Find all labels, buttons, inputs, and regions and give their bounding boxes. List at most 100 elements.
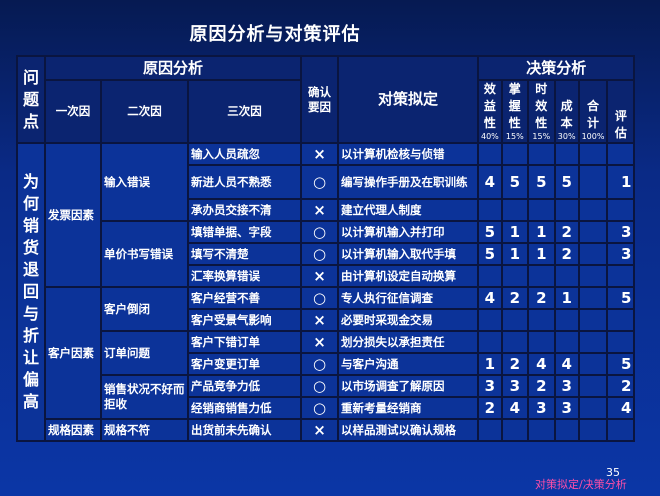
score-evaluation: 1: [606, 164, 636, 200]
score-evaluation: [606, 308, 636, 332]
score-total: [577, 418, 609, 442]
header-primary: 一次因: [44, 79, 102, 144]
criterion-weight: 40%: [481, 132, 499, 141]
tertiary-cause: 新进人员不熟悉: [187, 164, 302, 200]
criterion-label: 合计: [586, 99, 599, 130]
header-criterion-4: 合计 100%: [577, 79, 609, 144]
score-timeliness: 5: [526, 164, 556, 200]
confirmed-circle-icon: ○: [300, 242, 339, 266]
rejected-x-icon: ×: [300, 142, 339, 166]
primary-cause: 客户因素: [44, 286, 102, 420]
header-decision-analysis: 决策分析: [476, 55, 636, 81]
table-row: 为何销货退回与折让偏高 发票因素 输入错误 输入人员疏忽 × 以计算机检核与侦错: [16, 142, 636, 442]
rejected-x-icon: ×: [300, 264, 339, 288]
score-evaluation: 2: [606, 374, 636, 398]
header-confirm: 确认要因: [300, 55, 339, 144]
rejected-x-icon: ×: [300, 198, 339, 222]
score-cost: 3: [553, 396, 580, 420]
score-total: [577, 374, 609, 398]
score-efficacy: [477, 330, 503, 354]
table-row: 经销商销售力低 ○ 重新考量经销商 2 4 3 3 4: [17, 396, 636, 420]
slide-title: 原因分析与对策评估: [189, 24, 361, 45]
score-efficacy: [477, 198, 503, 222]
score-cost: 1: [553, 286, 580, 310]
countermeasure: 与客户沟通: [337, 352, 479, 376]
score-mastery: 2: [500, 286, 529, 310]
score-mastery: 4: [500, 396, 529, 420]
score-evaluation: [606, 142, 636, 166]
score-timeliness: 4: [526, 352, 556, 376]
score-timeliness: 2: [526, 286, 556, 310]
confirmed-circle-icon: ○: [300, 396, 339, 420]
tertiary-cause: 客户受景气影响: [187, 308, 302, 332]
score-timeliness: [526, 308, 556, 332]
score-total: [577, 352, 609, 376]
analysis-table: 问题点 原因分析 确认要因 对策拟定 决策分析 一次因 二次因 三次因 效益性 4…: [16, 55, 636, 442]
tertiary-cause: 汇率换算错误: [187, 264, 302, 288]
score-total: [577, 220, 609, 244]
table-row: 客户受景气影响 × 必要时采现金交易: [17, 308, 636, 332]
countermeasure: 以计算机检核与侦错: [337, 142, 479, 166]
primary-cause: 规格因素: [44, 418, 102, 442]
score-mastery: [500, 264, 529, 288]
confirmed-circle-icon: ○: [300, 220, 339, 244]
score-total: [577, 286, 609, 310]
rejected-x-icon: ×: [300, 330, 339, 354]
score-evaluation: 5: [606, 286, 636, 310]
secondary-cause: 客户倒闭: [100, 286, 189, 332]
criterion-label: 评估: [614, 109, 627, 140]
score-cost: [553, 142, 580, 166]
score-cost: [553, 330, 580, 354]
tertiary-cause: 填错单据、字段: [187, 220, 302, 244]
score-cost: 2: [553, 242, 580, 266]
score-timeliness: 1: [526, 220, 556, 244]
score-timeliness: [526, 418, 556, 442]
table-row: 客户变更订单 ○ 与客户沟通 1 2 4 4 5: [17, 352, 636, 376]
score-mastery: [500, 330, 529, 354]
score-efficacy: 5: [477, 242, 503, 266]
score-cost: [553, 264, 580, 288]
score-efficacy: 2: [477, 396, 503, 420]
score-efficacy: [477, 308, 503, 332]
countermeasure: 必要时采现金交易: [337, 308, 479, 332]
score-timeliness: [526, 142, 556, 166]
score-timeliness: [526, 330, 556, 354]
countermeasure: 划分损失以承担责任: [337, 330, 479, 354]
score-efficacy: 5: [477, 220, 503, 244]
score-evaluation: 4: [606, 396, 636, 420]
score-cost: 4: [553, 352, 580, 376]
header-criterion-2: 时效性 15%: [526, 79, 556, 144]
table-row: 客户因素 客户倒闭 客户经营不善 ○ 专人执行征信调查 4 2 2 1 5: [17, 286, 636, 420]
criterion-weight: 15%: [532, 132, 551, 141]
score-mastery: 1: [500, 242, 529, 266]
score-cost: 5: [553, 164, 580, 200]
criterion-label: 效益性: [483, 82, 496, 130]
secondary-cause: 输入错误: [100, 142, 189, 222]
tertiary-cause: 出货前未先确认: [187, 418, 302, 442]
rejected-x-icon: ×: [300, 418, 339, 442]
score-evaluation: [606, 418, 636, 442]
header-cause-analysis: 原因分析: [44, 55, 302, 81]
score-efficacy: 3: [477, 374, 503, 398]
score-efficacy: [477, 418, 503, 442]
score-efficacy: 1: [477, 352, 503, 376]
score-timeliness: 1: [526, 242, 556, 266]
countermeasure: 建立代理人制度: [337, 198, 479, 222]
table-row: 承办员交接不清 × 建立代理人制度: [17, 198, 636, 222]
table-row: 订单问题 客户下错订单 × 划分损失以承担责任: [17, 330, 636, 376]
score-evaluation: [606, 330, 636, 354]
score-mastery: 5: [500, 164, 529, 200]
table-row: 销售状况不好而拒收 产品竞争力低 ○ 以市场调查了解原因 3 3 2 3 2: [17, 374, 636, 420]
tertiary-cause: 经销商销售力低: [187, 396, 302, 420]
criterion-weight: 15%: [505, 132, 524, 141]
criterion-label: 成本: [560, 99, 573, 130]
criterion-weight: 100%: [581, 132, 605, 141]
score-total: [577, 242, 609, 266]
tertiary-cause: 客户下错订单: [187, 330, 302, 354]
score-evaluation: 5: [606, 352, 636, 376]
score-mastery: [500, 418, 529, 442]
score-total: [577, 198, 609, 222]
header-countermeasure: 对策拟定: [337, 55, 479, 144]
secondary-cause: 订单问题: [100, 330, 189, 376]
criterion-weight: 30%: [557, 132, 576, 141]
